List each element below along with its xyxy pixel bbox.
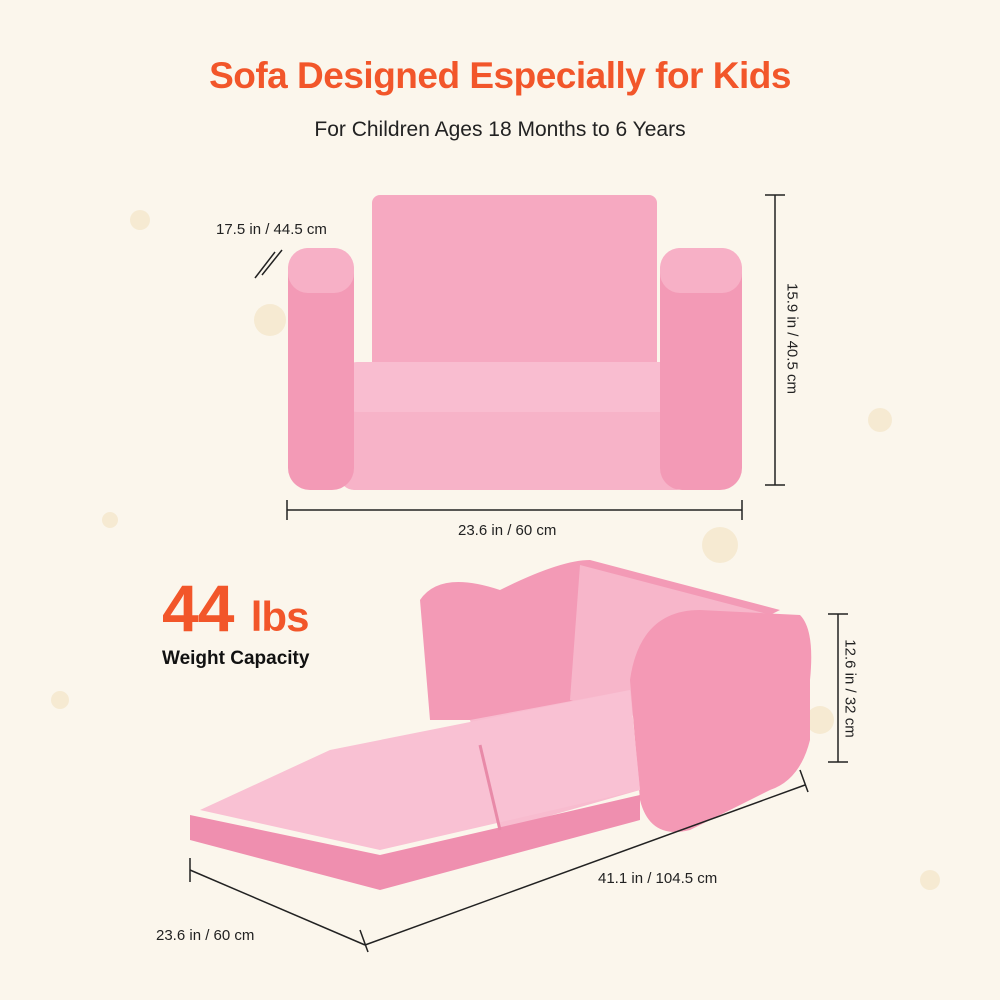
weight-capacity-label: Weight Capacity — [162, 648, 310, 669]
bed-height-label: 12.6 in / 32 cm — [841, 639, 859, 738]
bed-width-label: 23.6 in / 60 cm — [156, 927, 255, 944]
weight-unit: lbs — [250, 593, 310, 640]
bed-length-label: 41.1 in / 104.5 cm — [598, 870, 718, 887]
sofa-upright — [288, 195, 742, 490]
background-stars — [51, 210, 940, 890]
weight-capacity-value: 44 lbs — [162, 570, 310, 646]
page-subtitle: For Children Ages 18 Months to 6 Years — [314, 118, 686, 141]
sofa-depth-label: 17.5 in / 44.5 cm — [216, 221, 327, 238]
sofa-bed-unfolded — [190, 560, 812, 890]
sofa-width-label: 23.6 in / 60 cm — [458, 522, 557, 539]
weight-number: 44 — [162, 571, 234, 645]
dimension-lines — [189, 194, 848, 953]
page-title: Sofa Designed Especially for Kids — [209, 55, 791, 96]
sofa-height-label: 15.9 in / 40.5 cm — [783, 283, 801, 394]
